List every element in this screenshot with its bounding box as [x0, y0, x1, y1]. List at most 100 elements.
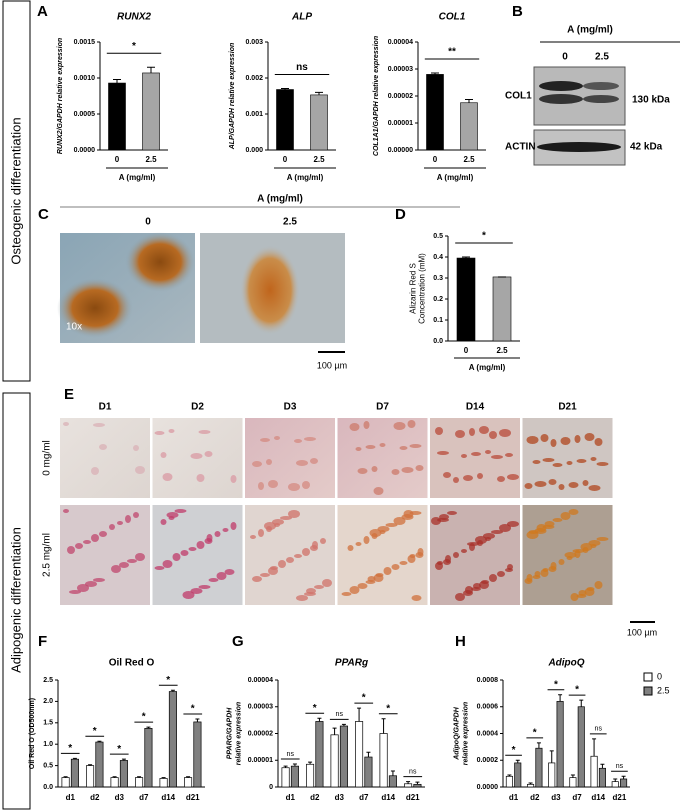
stain-spot [594, 581, 603, 589]
scale-label: 100 µm [627, 627, 657, 637]
stain-spot [365, 445, 376, 449]
blot-size: 42 kDa [630, 142, 663, 153]
significance: ** [448, 47, 456, 58]
stain-spot [383, 567, 392, 575]
error-bar [113, 78, 121, 84]
error-bar [465, 99, 473, 103]
stain-spot [77, 584, 89, 592]
error-bar [549, 750, 554, 763]
stain-spot [99, 444, 107, 450]
stain-spot [154, 431, 165, 435]
stain-spot [391, 564, 400, 570]
bar [330, 734, 339, 788]
stain-spot [489, 431, 497, 439]
x-tick-label: d7 [139, 793, 149, 802]
x-tick-label: 2.5 [463, 155, 475, 164]
stain-spot [302, 548, 310, 556]
bar [142, 72, 160, 151]
stain-spot [483, 533, 495, 539]
stain-spot [162, 473, 173, 481]
y-tick-label: 0.5 [43, 762, 53, 769]
stain-spot [435, 427, 443, 435]
stain-spot [272, 519, 284, 525]
error-bar [88, 764, 93, 766]
stain-spot [125, 232, 195, 292]
bar [388, 775, 397, 788]
stain-spot [206, 534, 213, 542]
blot-row-label: ACTIN [505, 142, 536, 153]
stain-spot [75, 543, 83, 549]
error-bar [507, 774, 512, 777]
error-bar [515, 759, 520, 763]
error-bar [317, 717, 322, 722]
significance: * [117, 744, 121, 755]
y-tick-label: 0.0015 [74, 39, 96, 46]
y-tick-label: 0.001 [245, 111, 263, 118]
y-axis-label: Concentration (mM) [418, 253, 427, 324]
y-tick-label: 0.0 [433, 338, 443, 345]
error-bar [146, 726, 151, 729]
stain-spot [507, 564, 513, 570]
y-tick-label: 2.0 [43, 698, 53, 705]
stain-spot [407, 420, 416, 428]
stain-spot [278, 560, 286, 568]
significance: ns [296, 62, 308, 73]
stain-spot [160, 519, 167, 525]
y-tick-label: 0.0010 [74, 75, 96, 82]
stain-spot [590, 457, 597, 461]
legend-swatch [643, 686, 653, 696]
error-bar [381, 718, 386, 734]
significance: * [512, 745, 516, 756]
stain-spot [306, 588, 316, 594]
bar [339, 725, 348, 788]
bar [119, 760, 128, 788]
stain-spot [409, 444, 422, 448]
x-tick-label: d21 [613, 793, 627, 802]
y-tick-label: 1.0 [43, 741, 53, 748]
bar [70, 758, 79, 788]
error-bar [283, 765, 288, 768]
stain-spot [266, 459, 272, 465]
y-axis-label: Oil Red O (OD500nm) [29, 698, 36, 769]
x-tick-label: d14 [161, 793, 175, 802]
band [537, 142, 621, 152]
stain-spot [168, 429, 175, 433]
error-bar [415, 781, 420, 785]
chart-title: PPARg [335, 658, 368, 669]
stain-spot [67, 546, 75, 554]
stain-spot [526, 436, 539, 444]
stain-spot [180, 550, 189, 556]
stain-spot [481, 580, 489, 584]
significance: * [132, 41, 136, 52]
x-tick-label: d2 [310, 793, 320, 802]
stain-spot [453, 552, 459, 558]
stain-spot [463, 475, 473, 481]
stain-spot [536, 524, 547, 532]
stain-spot [596, 462, 609, 466]
stain-spot [252, 576, 262, 582]
stain-spot [471, 452, 481, 456]
bar [61, 777, 70, 788]
stain-spot [230, 475, 237, 483]
column-label: D1 [99, 402, 112, 413]
stain-spot [250, 535, 256, 539]
blot-size: 130 kDa [632, 95, 670, 106]
stain-spot [222, 528, 229, 532]
stain-spot [411, 595, 422, 601]
y-tick-label: 0.1 [433, 317, 443, 324]
y-tick-label: 0.000 [245, 147, 263, 154]
y-tick-label: 0.0006 [477, 704, 499, 711]
error-bar [281, 87, 289, 90]
stain-spot [296, 595, 308, 601]
stain-spot [363, 421, 370, 429]
x-tick-label: d1 [66, 793, 76, 802]
x-tick-label: d21 [186, 793, 200, 802]
stain-spot [369, 529, 382, 537]
side-box [2, 0, 31, 382]
stain-spot [230, 522, 237, 530]
stain-spot [445, 555, 451, 563]
stain-spot [119, 562, 129, 568]
stain-spot [550, 562, 557, 570]
stain-spot [461, 454, 467, 458]
bar [527, 783, 535, 788]
